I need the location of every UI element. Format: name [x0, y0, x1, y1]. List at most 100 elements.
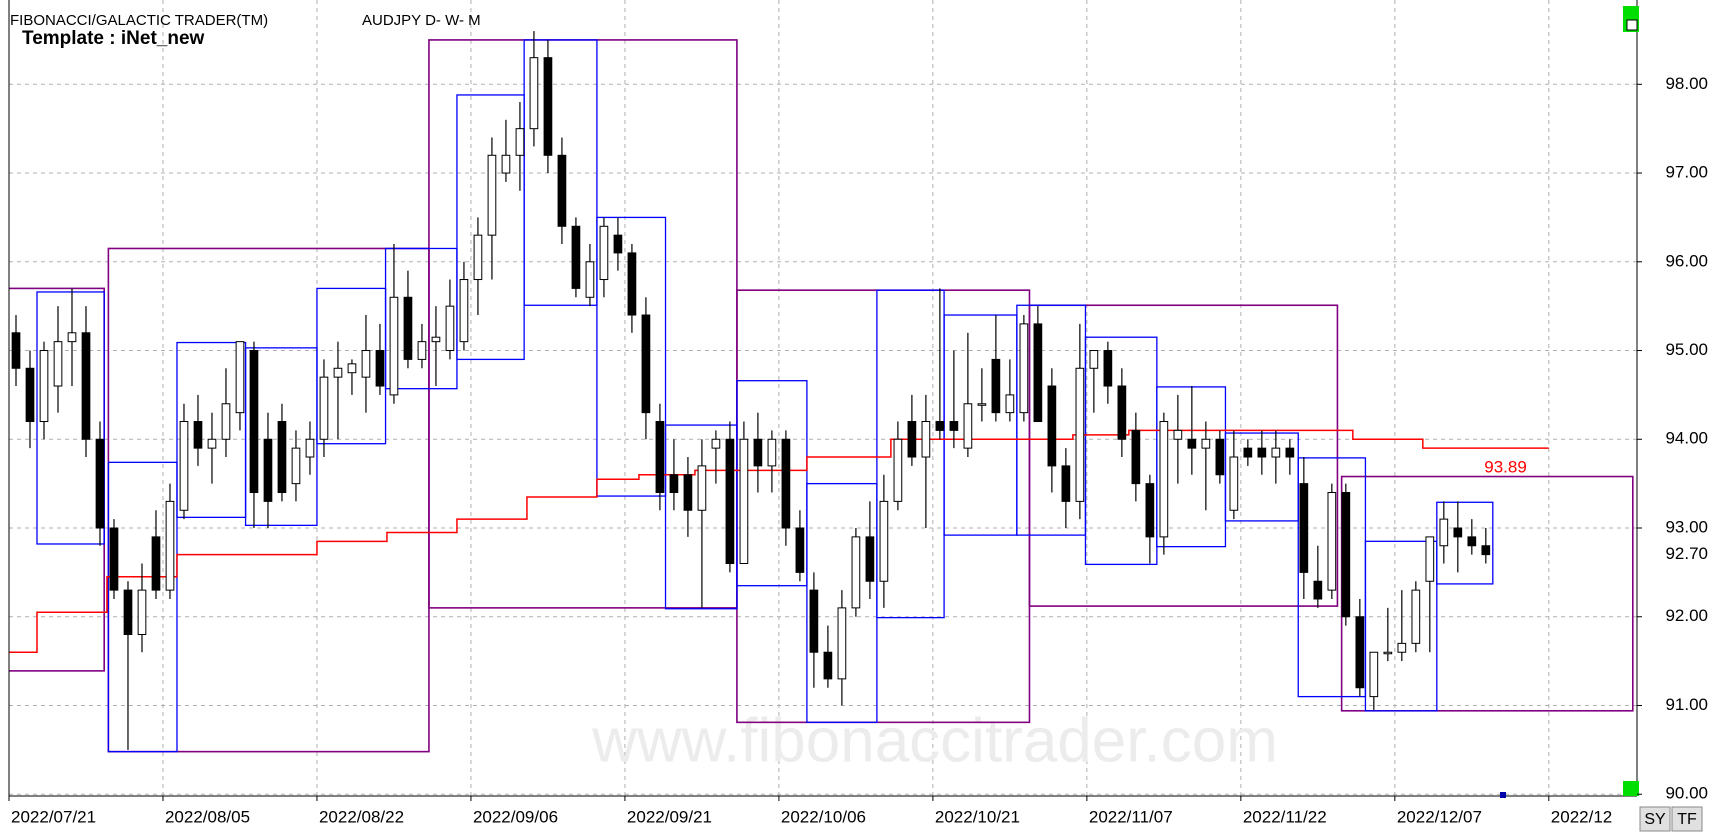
- button-label[interactable]: TF: [1677, 811, 1697, 828]
- last-price-label: 92.70: [1665, 544, 1708, 563]
- candle-body: [1117, 385, 1127, 440]
- button-frame: [1671, 806, 1703, 832]
- candle-body: [389, 296, 399, 396]
- candle-body: [1397, 642, 1407, 653]
- candle-body: [1005, 394, 1015, 414]
- candle-body: [977, 403, 987, 406]
- candle-body: [431, 336, 441, 343]
- range-box: [523, 39, 598, 306]
- candle-body: [1327, 492, 1337, 591]
- marker: [1500, 792, 1506, 798]
- candle-body: [1481, 545, 1491, 556]
- chart-title: FIBONACCI/GALACTIC TRADER(TM): [10, 12, 268, 29]
- candle-body: [403, 296, 413, 360]
- range-box: [1436, 501, 1494, 585]
- tf-button[interactable]: TF: [1671, 806, 1703, 832]
- candle-body: [137, 589, 147, 635]
- candle-body: [417, 341, 427, 360]
- candle-body: [585, 261, 595, 298]
- y-tick-label: 95.00: [1665, 340, 1708, 359]
- x-tick-label: 2022/12/07: [1397, 807, 1482, 826]
- candle-body: [1187, 438, 1197, 449]
- candle-body: [1075, 367, 1085, 502]
- candle-body: [487, 154, 497, 236]
- axis-labels: 90.00 91.00 92.00 93.00 94.00 95.00 96.00 97.00…: [8, 74, 1708, 826]
- range-box: [107, 461, 178, 753]
- candle-body: [53, 341, 63, 387]
- candle-body: [277, 421, 287, 494]
- button-frame: [1639, 806, 1671, 832]
- candle-body: [935, 421, 945, 431]
- y-tick-label: 98.00: [1665, 74, 1708, 93]
- y-tick-label: 90.00: [1665, 784, 1708, 803]
- candle-body: [907, 421, 917, 458]
- candle-body: [1019, 323, 1029, 414]
- candle-body: [81, 332, 91, 440]
- candle-body: [1453, 527, 1463, 538]
- candle-body: [851, 536, 861, 609]
- candle-body: [1341, 492, 1351, 618]
- candle-body: [179, 421, 189, 511]
- x-tick-label: 2022/09/21: [627, 807, 712, 826]
- candle-body: [221, 403, 231, 440]
- candle-body: [571, 225, 581, 289]
- watermark: www.fibonaccitrader.com: [591, 706, 1278, 775]
- y-tick-label: 97.00: [1665, 163, 1708, 182]
- candle-body: [1383, 651, 1393, 655]
- candle-body: [1271, 447, 1281, 458]
- candle-body: [319, 376, 329, 440]
- candle-body: [697, 465, 707, 511]
- candle-body: [711, 438, 721, 449]
- sy-button[interactable]: SY: [1639, 806, 1671, 832]
- candle-body: [1033, 323, 1043, 423]
- candle-body: [1355, 616, 1365, 689]
- candle-body: [1243, 447, 1253, 458]
- candle-body: [193, 421, 203, 449]
- x-tick-label: 2022/09/06: [473, 807, 558, 826]
- y-tick-label: 93.00: [1665, 517, 1708, 536]
- candle-body: [1313, 580, 1323, 600]
- candle-body: [333, 367, 343, 378]
- candle-body: [627, 252, 637, 316]
- candle-body: [949, 421, 959, 431]
- candle-body: [1439, 518, 1449, 547]
- step-line: [9, 429, 1549, 653]
- candle-body: [753, 438, 763, 467]
- candle-body: [249, 350, 259, 494]
- candle-body: [655, 421, 665, 494]
- candle-body: [11, 332, 21, 369]
- candle-body: [809, 589, 819, 653]
- candle-body: [375, 350, 385, 387]
- candle-body: [109, 527, 119, 591]
- candle-body: [445, 305, 455, 352]
- candle-body: [1369, 651, 1379, 698]
- candle-body: [1299, 483, 1309, 573]
- range-box: [36, 291, 105, 545]
- candle-body: [67, 332, 77, 343]
- candle-body: [641, 314, 651, 414]
- candle-body: [767, 438, 777, 467]
- candle-body: [739, 438, 749, 565]
- candle-body: [879, 500, 889, 582]
- y-tick-label: 94.00: [1665, 429, 1708, 448]
- candle-body: [291, 447, 301, 485]
- button-label[interactable]: SY: [1644, 811, 1666, 828]
- candle-body: [1173, 429, 1183, 440]
- candle-body: [781, 438, 791, 529]
- candle-body: [963, 403, 973, 449]
- candle-body: [529, 57, 539, 130]
- candle-body: [207, 438, 217, 449]
- candle-body: [1103, 350, 1113, 387]
- candle-body: [235, 341, 245, 414]
- candle-body: [515, 128, 525, 156]
- candle-body: [837, 607, 847, 680]
- candle-body: [823, 651, 833, 680]
- x-tick-label: 2022/08/22: [319, 807, 404, 826]
- candle-body: [1257, 447, 1267, 458]
- candle-body: [25, 367, 35, 423]
- y-tick-label: 96.00: [1665, 251, 1708, 270]
- candle-body: [263, 438, 273, 502]
- candle-body: [557, 154, 567, 227]
- x-tick-label: 2022/11/07: [1089, 807, 1173, 826]
